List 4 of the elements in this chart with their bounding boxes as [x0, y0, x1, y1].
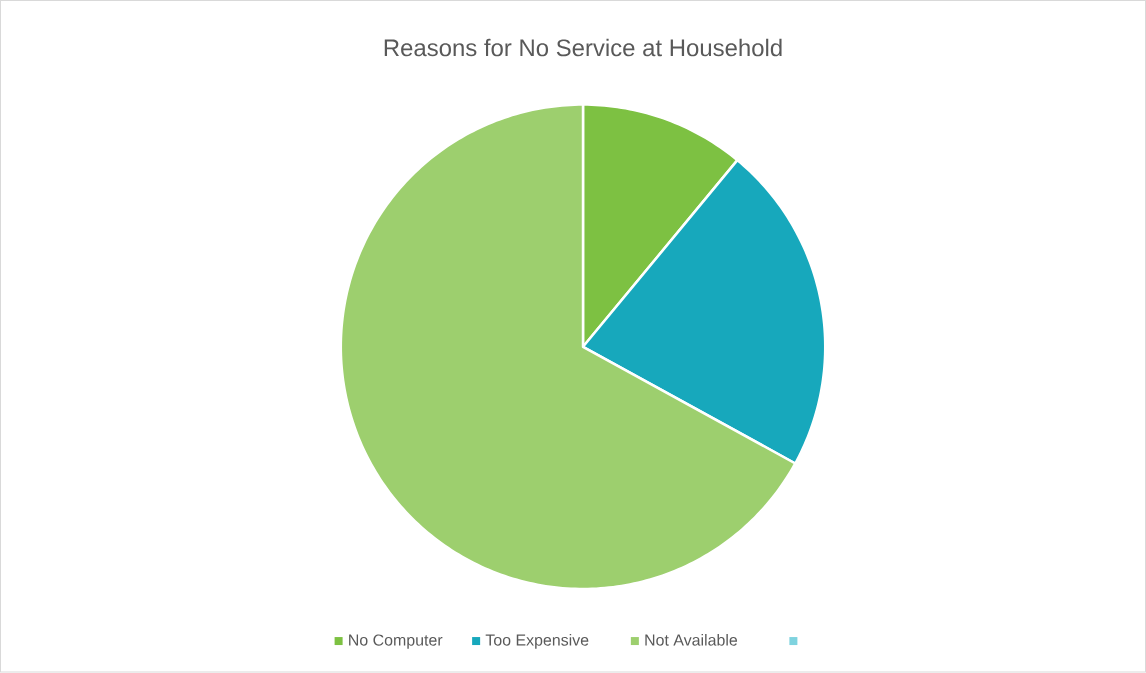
legend-label: Not Available [645, 634, 738, 646]
legend-label: No Computer [349, 634, 443, 650]
chart-title: Reasons for No Service at Household [384, 38, 782, 57]
legend-label: Too Expensive [485, 634, 589, 650]
